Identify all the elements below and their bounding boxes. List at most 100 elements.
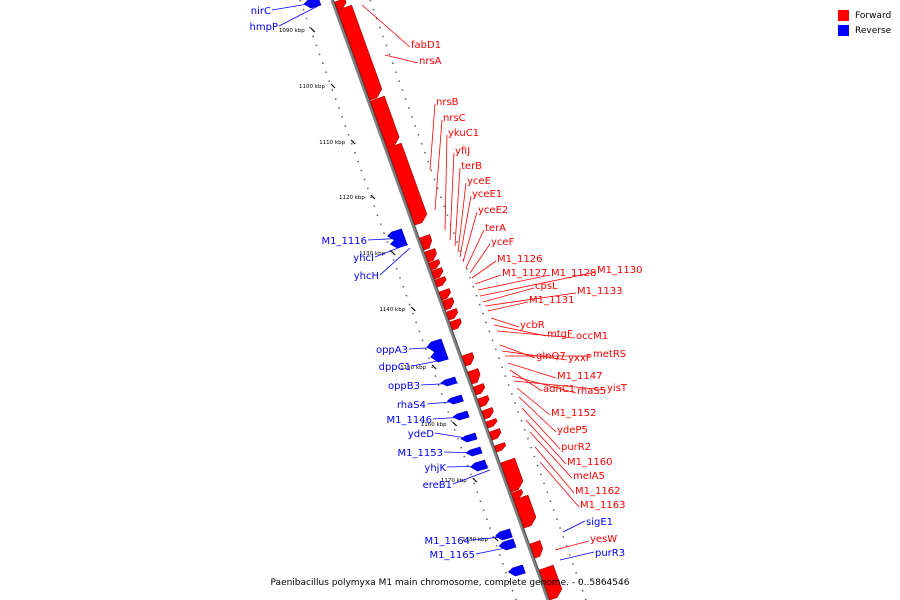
- tick-mark: [310, 27, 316, 33]
- forward-gene-block: [369, 95, 400, 149]
- forward-gene-label: M1_1160: [567, 457, 612, 468]
- forward-gene-block: [441, 297, 455, 311]
- forward-gene-label: M1_1163: [580, 500, 625, 511]
- forward-gene-block: [424, 248, 437, 263]
- reverse-gene-label: yhjK: [424, 463, 446, 474]
- reverse-gene-label: rhaS4: [397, 400, 426, 411]
- forward-label-connector: [469, 243, 491, 274]
- forward-gene-label: terA: [485, 223, 506, 234]
- forward-gene-label: fabD1: [411, 40, 441, 51]
- forward-gene-label: yceF: [491, 237, 515, 248]
- forward-gene-label: ycbR: [520, 320, 545, 331]
- legend-forward: Forward: [838, 8, 891, 23]
- forward-label-connector: [539, 461, 580, 508]
- forward-gene-block: [434, 276, 447, 288]
- map-caption: Paenibacillus polymyxa M1 main chromosom…: [270, 578, 630, 588]
- forward-label-connector: [449, 152, 455, 241]
- tick-label: 1140 kbp: [379, 307, 405, 313]
- reverse-label-connector: [446, 465, 489, 468]
- reverse-label-connector: [559, 551, 595, 561]
- forward-label-connector: [507, 362, 557, 379]
- forward-gene-block: [419, 234, 433, 251]
- forward-label-connector: [444, 134, 448, 231]
- forward-gene-block: [438, 288, 451, 301]
- forward-gene-label: glnQ7: [536, 351, 566, 362]
- reverse-gene-label: M1_1116: [322, 236, 367, 247]
- forward-gene-block: [472, 383, 486, 396]
- reverse-gene-block: [460, 432, 478, 443]
- tick-label: 1180 kbp: [462, 537, 488, 543]
- forward-label-connector: [490, 317, 520, 328]
- forward-gene-block: [538, 564, 563, 600]
- backbone-line: [330, 0, 550, 600]
- forward-gene-label: nrsC: [443, 113, 466, 124]
- forward-gene-label: yceE2: [478, 205, 508, 216]
- forward-gene-label: M1_1126: [497, 254, 542, 265]
- reverse-gene-label: M1_1153: [398, 448, 443, 459]
- forward-gene-label: cpsL: [535, 281, 558, 292]
- forward-gene-block: [334, 0, 347, 11]
- forward-gene-label: M1_1147: [557, 371, 602, 382]
- forward-gene-label: M1_1133: [577, 286, 622, 297]
- tick-mark: [330, 83, 336, 89]
- reverse-label-connector: [452, 469, 491, 485]
- forward-gene-label: M1_1130: [597, 265, 642, 276]
- forward-label-connector: [534, 446, 575, 494]
- tick-label: 1100 kbp: [299, 84, 325, 90]
- tick-label: 1160 kbp: [421, 422, 447, 428]
- tick-label: 1090 kbp: [279, 28, 305, 34]
- forward-label-connector: [521, 407, 561, 450]
- forward-gene-label: M1_1152: [551, 408, 596, 419]
- tick-mark: [431, 364, 437, 370]
- reverse-gene-label: M1_1165: [430, 550, 475, 561]
- reverse-gene-label: hmpP: [250, 22, 278, 33]
- reverse-gene-block: [498, 538, 517, 551]
- forward-gene-label: yisT: [607, 383, 628, 394]
- legend-forward-label: Forward: [855, 10, 892, 21]
- legend-reverse-label: Reverse: [855, 25, 892, 36]
- reverse-gene-block: [465, 446, 483, 457]
- reverse-gene-label: oppA3: [376, 345, 408, 356]
- reverse-label-connector: [367, 237, 406, 241]
- reverse-gene-label: nirC: [251, 6, 271, 17]
- reverse-gene-label: purR3: [595, 548, 625, 559]
- forward-gene-label: M1_1127: [502, 268, 547, 279]
- forward-gene-label: yxxF: [568, 353, 592, 364]
- forward-gene-block: [489, 428, 502, 441]
- forward-label-connector: [477, 274, 551, 291]
- forward-gene-block: [494, 442, 506, 453]
- reverse-label-connector: [411, 358, 449, 367]
- forward-gene-block: [529, 540, 544, 559]
- forward-label-connector: [465, 229, 485, 269]
- tick-label: 1110 kbp: [319, 140, 345, 146]
- reverse-label-connector: [470, 535, 513, 541]
- forward-label-connector: [482, 287, 535, 303]
- reverse-label-connector: [432, 416, 467, 420]
- tick-label: 1120 kbp: [339, 195, 365, 201]
- forward-gene-block: [386, 142, 428, 226]
- forward-label-connector: [429, 103, 436, 171]
- reverse-gene-block: [470, 459, 488, 472]
- forward-label-connector: [487, 301, 529, 312]
- forward-gene-block: [477, 395, 490, 408]
- forward-label-connector: [496, 330, 576, 339]
- reverse-gene-block: [452, 410, 470, 421]
- forward-gene-label: rhaS5: [577, 386, 606, 397]
- reverse-gene-block: [446, 394, 464, 405]
- forward-label-connector: [454, 167, 461, 247]
- forward-gene-label: nrsA: [419, 56, 442, 67]
- forward-label-connector: [501, 350, 568, 361]
- reverse-gene-label: ereB1: [423, 480, 452, 491]
- forward-gene-label: ydeP5: [557, 425, 588, 436]
- forward-gene-block: [461, 352, 475, 367]
- tick-label: 1170 kbp: [441, 478, 467, 484]
- forward-gene-label: purR2: [561, 442, 591, 453]
- forward-label-connector: [384, 54, 419, 64]
- reverse-label-connector: [271, 2, 315, 11]
- legend: Forward Reverse: [838, 8, 891, 38]
- reverse-gene-label: oppB3: [388, 381, 420, 392]
- forward-label-connector: [518, 396, 557, 433]
- forward-gene-label: M1_1128: [551, 268, 596, 279]
- tick-mark: [472, 477, 478, 483]
